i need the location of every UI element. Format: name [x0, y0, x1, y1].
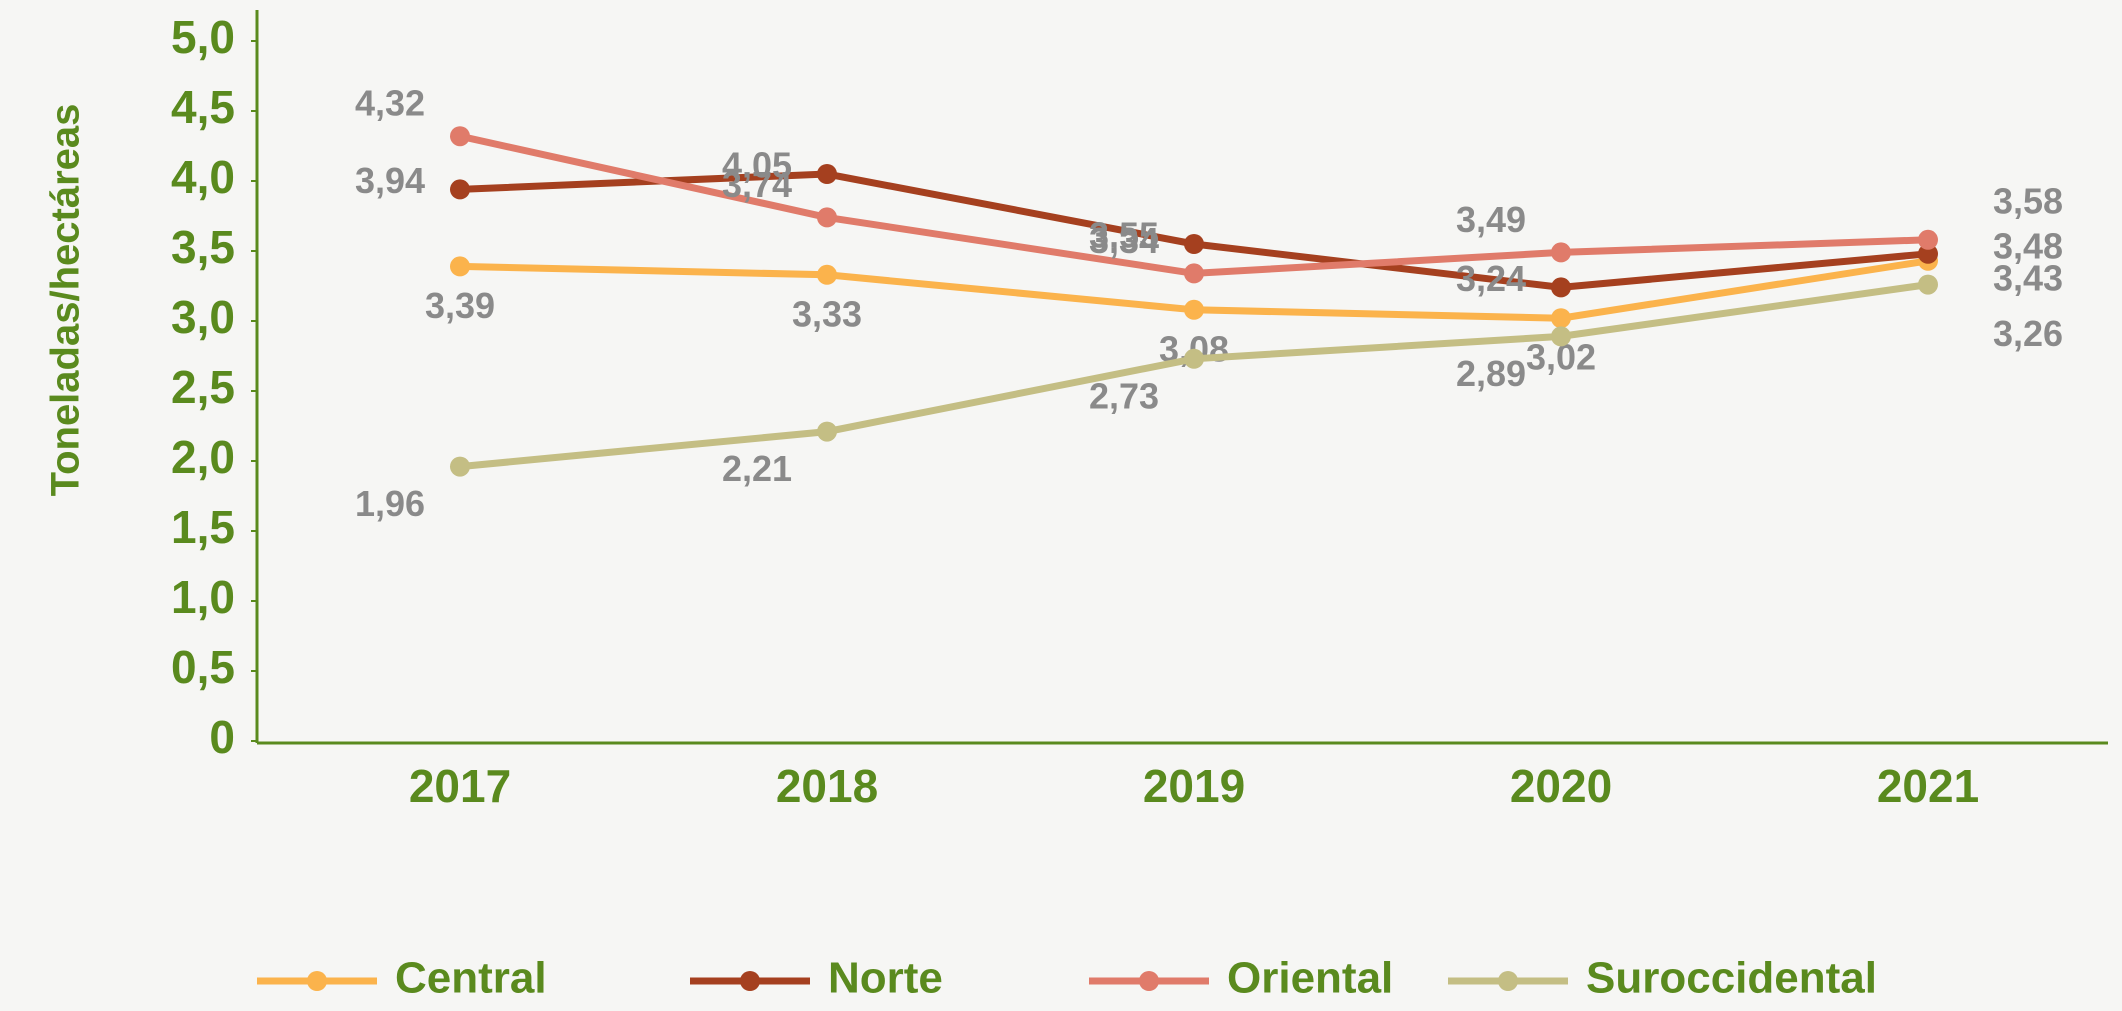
x-tick-label: 2021 [1877, 760, 1979, 812]
point [1184, 263, 1204, 284]
point [450, 256, 470, 277]
x-tick-label: 2019 [1143, 760, 1245, 812]
data-label: 3,74 [722, 164, 792, 205]
x-tick-label: 2018 [776, 760, 878, 812]
data-label: 4,32 [355, 83, 425, 124]
data-label: 3,58 [1993, 180, 2063, 221]
x-tick-label: 2020 [1510, 760, 1612, 812]
x-tick-label: 2017 [409, 760, 511, 812]
legend-label: Central [395, 954, 547, 1003]
legend-label: Oriental [1227, 954, 1393, 1003]
point [817, 207, 837, 228]
y-tick-label: 5,0 [171, 11, 235, 63]
legend-marker [1498, 971, 1518, 991]
data-label: 3,48 [1993, 225, 2063, 266]
data-label: 2,21 [722, 448, 792, 489]
y-tick-label: 3,5 [171, 221, 235, 273]
legend-marker [307, 971, 327, 991]
data-label: 3,94 [355, 160, 425, 201]
point [1551, 277, 1571, 298]
point [450, 456, 470, 477]
data-label: 3,55 [1089, 215, 1159, 256]
point [1551, 242, 1571, 263]
data-label: 3,24 [1456, 258, 1526, 299]
point [1551, 326, 1571, 347]
legend-marker [1139, 971, 1159, 991]
y-tick-label: 0 [209, 711, 235, 763]
data-label: 3,34 [1089, 220, 1159, 261]
point [817, 264, 837, 285]
point [450, 179, 470, 200]
legend-label: Norte [828, 954, 943, 1003]
y-tick-label: 3,0 [171, 291, 235, 343]
y-axis-title: Toneladas/hectáreas [44, 104, 88, 497]
point [817, 421, 837, 442]
data-label: 3,33 [792, 293, 862, 334]
point [1551, 308, 1571, 329]
point [1918, 274, 1938, 295]
y-tick-label: 4,5 [171, 81, 235, 133]
y-tick-label: 4,0 [171, 151, 235, 203]
y-tick-label: 1,5 [171, 501, 235, 553]
point [1184, 234, 1204, 254]
legend-marker [740, 971, 760, 991]
y-tick-label: 0,5 [171, 641, 235, 693]
data-label: 4,05 [722, 145, 792, 186]
point [1184, 348, 1204, 369]
point [817, 164, 837, 184]
data-label: 2,73 [1089, 375, 1159, 416]
data-label: 3,26 [1993, 313, 2063, 354]
data-label: 3,43 [1993, 257, 2063, 298]
y-tick-label: 2,5 [171, 361, 235, 413]
data-label: 2,89 [1456, 353, 1526, 394]
point [1918, 243, 1938, 264]
y-tick-label: 1,0 [171, 571, 235, 623]
data-label: 3,49 [1456, 199, 1526, 240]
y-tick-label: 2,0 [171, 431, 235, 483]
data-label: 3,39 [425, 285, 495, 326]
data-label: 1,96 [355, 483, 425, 524]
legend-label: Suroccidental [1586, 954, 1877, 1003]
point [1184, 299, 1204, 320]
point [1918, 229, 1938, 250]
point [450, 126, 470, 147]
